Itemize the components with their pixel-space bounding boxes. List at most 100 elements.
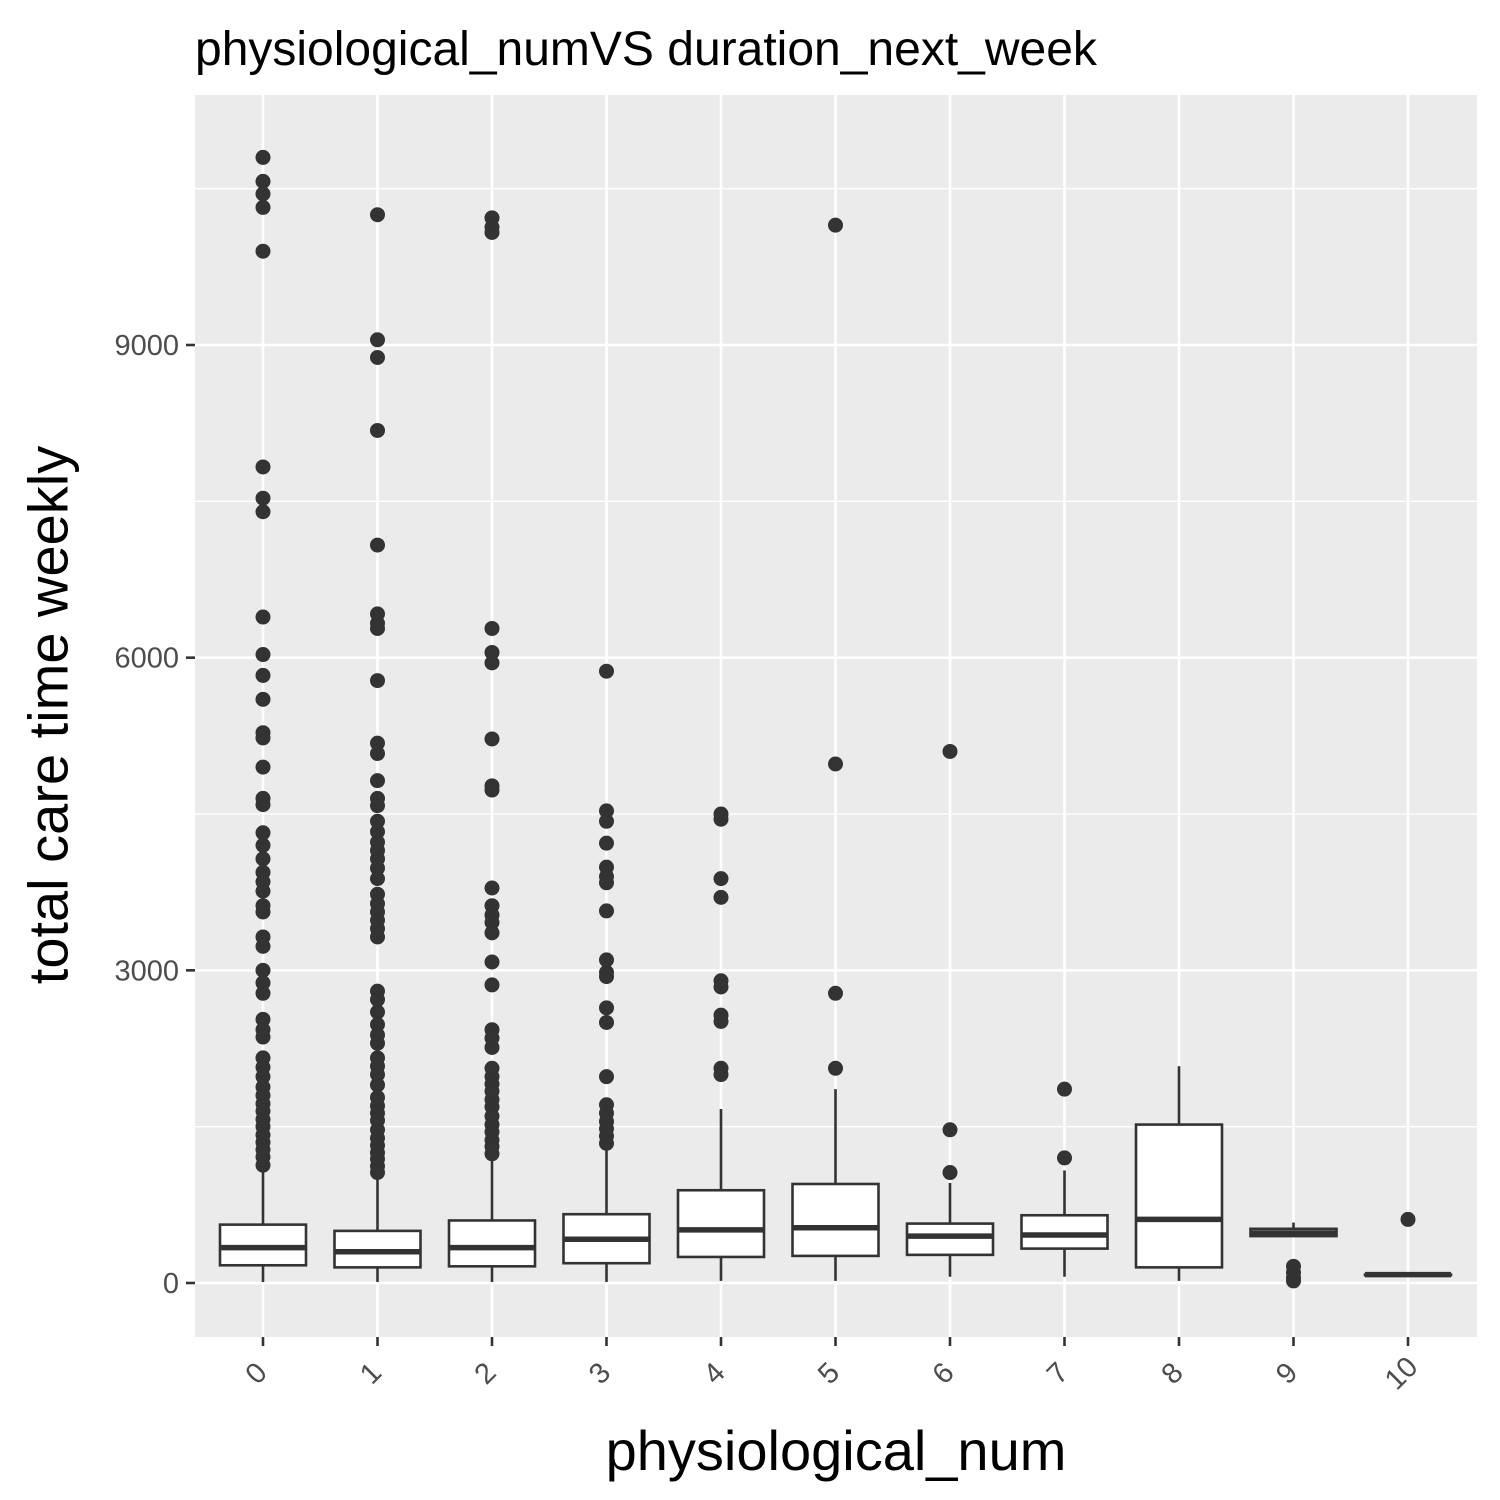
outlier-point [599,663,614,679]
outlier-point [255,667,271,683]
box-3 [562,663,651,1282]
outlier-point [484,925,500,941]
outlier-point [484,1039,500,1055]
outlier-point [255,490,271,506]
outlier-point [1057,1081,1072,1097]
outlier-point [370,332,385,348]
x-tick-label: 8 [1156,1357,1190,1391]
box-1 [333,207,422,1282]
y-tick-label: 0 [163,1268,179,1300]
box-9 [1249,1222,1338,1289]
outlier-point [942,1165,958,1181]
box-0 [218,149,308,1282]
x-axis-title: physiological_num [605,1419,1067,1482]
box-6 [905,743,995,1277]
y-tick-label: 9000 [114,330,179,362]
outlier-point [599,969,614,985]
box-body [676,1188,766,1259]
outlier-point [713,1067,729,1083]
box-10 [1363,1211,1453,1278]
outlier-point [713,979,729,995]
outlier-point [255,609,271,625]
outlier-point [828,985,843,1001]
outlier-point [599,1135,614,1151]
outlier-point [599,1000,614,1016]
outlier-point [599,813,614,829]
outlier-point [942,1122,958,1138]
outlier-point [255,691,271,707]
outlier-point [370,735,385,751]
outlier-point [255,243,271,259]
x-axis-ticks: 0 1 2 3 4 5 6 7 8 9 10 [240,1337,1424,1396]
outlier-point [255,730,271,746]
outlier-point [255,647,271,663]
outlier-point [484,954,500,970]
outlier-point [370,992,385,1008]
outlier-point [370,350,385,366]
outlier-point [255,962,271,978]
outlier-point [255,149,271,165]
outlier-point [370,773,385,789]
box-5 [791,217,880,1281]
outlier-point [1286,1273,1301,1289]
outlier-point [370,207,385,223]
outlier-point [370,422,385,438]
outlier-point [484,880,500,896]
outlier-point [370,813,385,829]
outlier-point [255,938,271,954]
x-tick-label: 10 [1379,1351,1424,1396]
y-axis-ticks: 0 3000 6000 9000 [114,330,195,1300]
box-body [447,1219,537,1268]
outlier-point [713,871,729,887]
outlier-point [370,860,385,876]
x-tick-label: 1 [354,1357,388,1391]
x-tick-label: 5 [812,1357,846,1391]
outlier-point [370,620,385,636]
outlier-point [255,975,271,991]
outlier-point [255,173,271,189]
outlier-point [484,224,500,240]
outlier-point [255,851,271,867]
outlier-point [484,914,500,930]
box-7 [1020,1081,1109,1277]
outlier-point [370,1035,385,1051]
outlier-point [713,889,729,905]
y-tick-label: 3000 [114,955,179,987]
x-tick-label: 7 [1041,1357,1075,1391]
box-body [905,1222,995,1257]
outlier-point [599,952,614,968]
outlier-point [599,875,614,891]
outlier-point [1057,1150,1072,1166]
x-tick-label: 2 [469,1357,503,1391]
outlier-point [255,825,271,841]
box-body [1134,1123,1224,1269]
outlier-point [599,835,614,851]
outlier-point [484,620,500,636]
x-tick-label: 4 [698,1357,732,1391]
outlier-point [713,811,729,827]
outlier-point [370,824,385,840]
outlier-point [255,1069,271,1085]
outlier-point [255,199,271,215]
outlier-point [370,1067,385,1083]
outlier-point [484,1146,500,1162]
x-tick-label: 0 [240,1357,274,1391]
x-tick-label: 9 [1270,1357,1304,1391]
outlier-point [255,186,271,202]
outlier-point [713,1013,729,1029]
outlier-point [942,743,958,759]
outlier-point [370,929,385,945]
outlier-point [255,837,271,853]
outlier-point [370,1165,385,1181]
outlier-point [370,673,385,689]
outlier-point [370,871,385,887]
outlier-point [484,977,500,993]
outlier-point [1400,1211,1416,1227]
outlier-point [828,756,843,772]
outlier-point [484,644,500,660]
outlier-point [370,1077,385,1093]
x-tick-label: 3 [583,1357,617,1391]
outlier-point [255,459,271,475]
outlier-point [255,985,271,1001]
